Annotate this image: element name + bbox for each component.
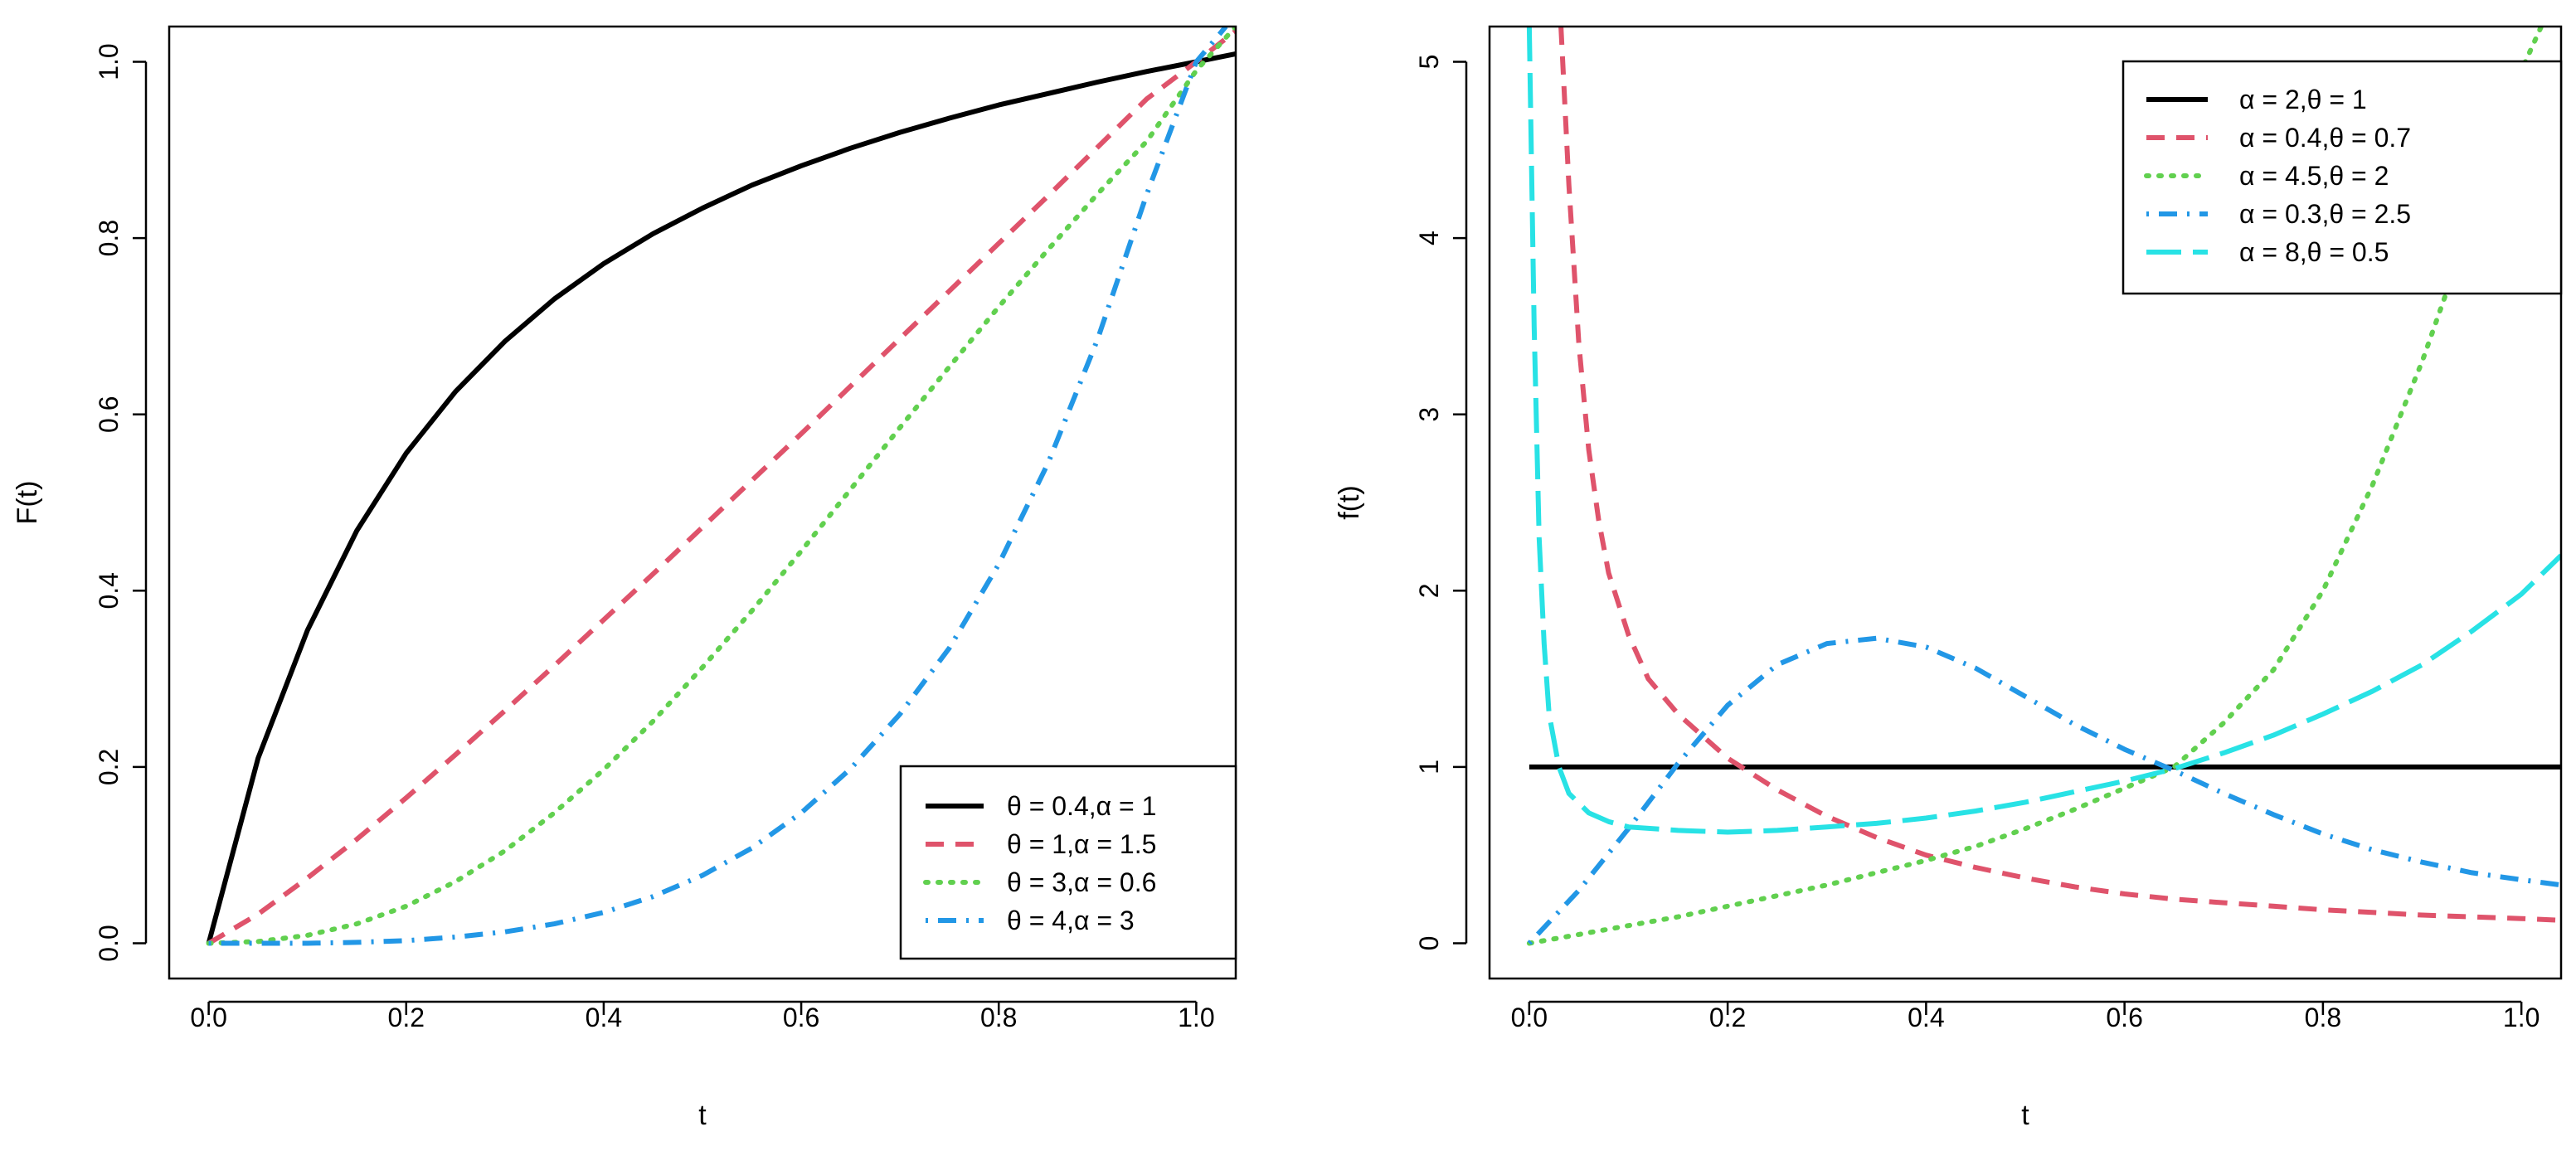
legend-label: α = 0.4,θ = 0.7 [2239, 123, 2411, 153]
series-line-3 [206, 27, 1236, 946]
x-axis-title: t [698, 1100, 707, 1131]
legend-label: α = 8,θ = 0.5 [2239, 237, 2389, 267]
series-line-2 [207, 28, 1236, 946]
y-tick-label: 4 [1414, 231, 1444, 245]
y-tick-label: 0.2 [94, 749, 124, 785]
legend-label: θ = 4,α = 3 [1007, 906, 1135, 935]
x-axis-title: t [2021, 1100, 2029, 1131]
series-line-4 [1527, 635, 2561, 945]
x-tick-label: 0.8 [2305, 1003, 2341, 1032]
chart-panel-2: 0.0 0.2 0.4 0.6 0.8 1.0 0 1 2 3 4 5 t f(t) α = 2,θ = 1… [1334, 25, 2563, 1131]
x-tick-label: 0.2 [388, 1003, 425, 1032]
x-tick-label: 1.0 [2503, 1003, 2540, 1032]
y-tick-label: 1.0 [94, 43, 124, 80]
y-tick-label: 3 [1414, 407, 1444, 422]
series-line-4 [208, 27, 1228, 946]
plot-frame [168, 25, 1237, 980]
legend-label: θ = 1,α = 1.5 [1007, 829, 1156, 859]
y-axis-title: F(t) [12, 481, 43, 525]
legend-label: α = 4.5,θ = 2 [2239, 161, 2389, 191]
plot-frame [1488, 25, 2563, 980]
legend: α = 2,θ = 1 α = 0.4,θ = 0.7 α = 4.5,θ = 2 α… [2122, 60, 2563, 295]
x-tick-label: 0.2 [1709, 1003, 1746, 1032]
y-tick-label: 0.6 [94, 396, 124, 432]
series-line-5 [1526, 27, 2561, 835]
y-tick-label: 0.0 [94, 925, 124, 961]
x-tick-label: 0.0 [190, 1003, 226, 1032]
x-tick-label: 0.4 [586, 1003, 622, 1032]
x-tick-label: 0.6 [2106, 1003, 2142, 1032]
legend-label: θ = 0.4,α = 1 [1007, 791, 1156, 821]
y-tick-label: 0 [1414, 936, 1444, 951]
x-tick-label: 0.6 [783, 1003, 819, 1032]
y-tick-label: 1 [1414, 760, 1444, 775]
legend-label: α = 2,θ = 1 [2239, 85, 2367, 114]
x-tick-label: 1.0 [1178, 1003, 1214, 1032]
legend-label: θ = 3,α = 0.6 [1007, 867, 1156, 897]
series-line-3 [1526, 27, 2544, 946]
y-axis-title: f(t) [1334, 485, 1365, 520]
series-line-1 [206, 51, 1236, 945]
y-tick-label: 0.8 [94, 220, 124, 256]
legend-box [899, 765, 1237, 960]
y-tick-label: 5 [1414, 55, 1444, 70]
x-tick-label: 0.4 [1908, 1003, 1944, 1032]
y-tick-label: 2 [1414, 583, 1444, 598]
x-tick-label: 0.8 [980, 1003, 1017, 1032]
x-tick-label: 0.0 [1511, 1003, 1548, 1032]
series-line-2 [1558, 27, 2561, 923]
y-tick-label: 0.4 [94, 572, 124, 609]
chart-panel-1: 0.0 0.2 0.4 0.6 0.8 1.0 0.0 0.2 0.4 0.6 0.8 1.0 t F(t… [12, 25, 1237, 1131]
legend: θ = 0.4,α = 1 θ = 1,α = 1.5 θ = 3,α = 0.6 θ… [899, 765, 1237, 960]
legend-label: α = 0.3,θ = 2.5 [2239, 199, 2411, 229]
